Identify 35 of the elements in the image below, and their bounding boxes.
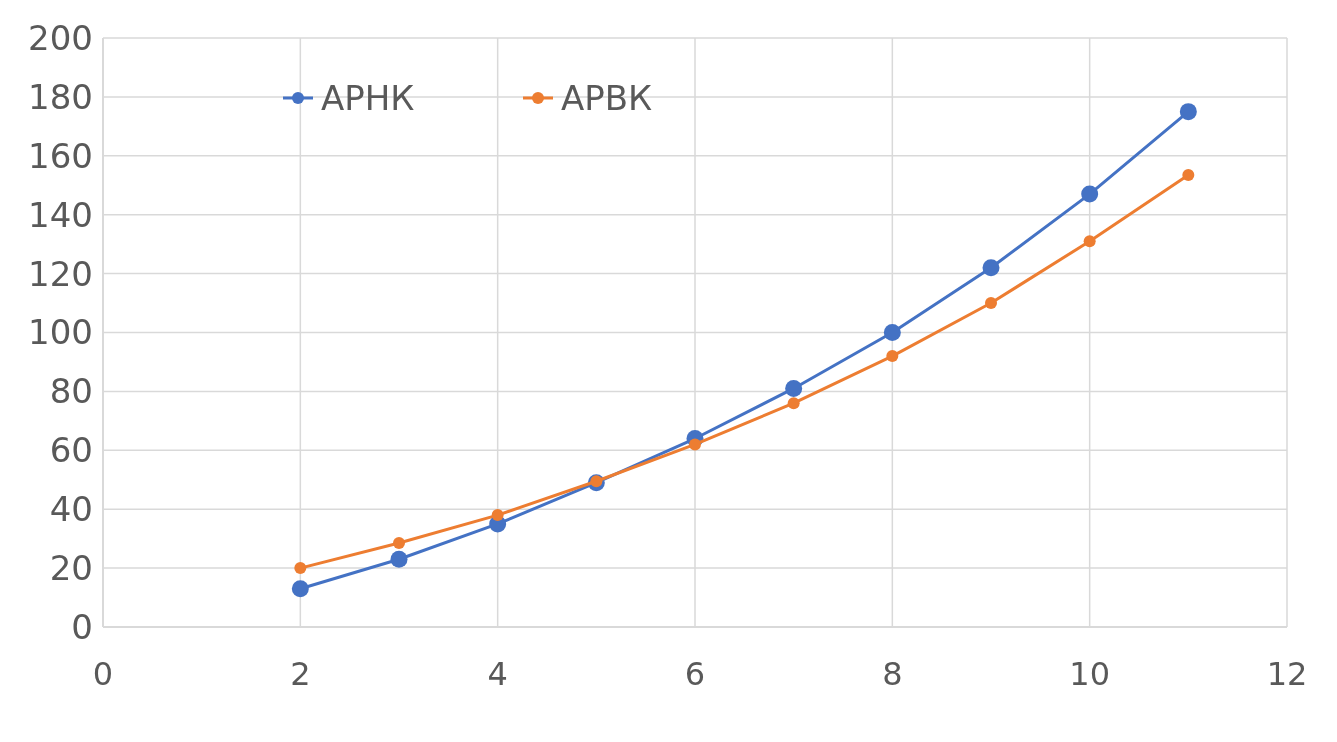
- point: [491, 509, 504, 522]
- x-tick-label: 4: [487, 655, 508, 693]
- point: [390, 550, 408, 568]
- point: [1182, 168, 1195, 181]
- x-tick-label: 12: [1266, 655, 1308, 693]
- point: [294, 562, 307, 575]
- y-tick-label: 160: [28, 135, 93, 176]
- y-tick-label: 20: [49, 548, 93, 588]
- legend-label: АРВК: [561, 77, 653, 118]
- y-tick-label: 180: [28, 76, 93, 117]
- point: [883, 324, 901, 341]
- y-tick-label: 0: [71, 606, 93, 647]
- x-tick-label: 6: [684, 655, 706, 693]
- y-tick-label: 200: [28, 17, 93, 58]
- y-tick-label: 140: [28, 194, 93, 235]
- point: [393, 537, 405, 550]
- point: [1179, 103, 1197, 121]
- y-tick-label: 60: [49, 430, 93, 471]
- y-tick-label: 120: [28, 253, 93, 294]
- y-tick-label: 40: [49, 489, 93, 530]
- x-tick-label: 8: [882, 655, 903, 693]
- point: [985, 297, 997, 310]
- point: [886, 350, 899, 363]
- point: [982, 259, 1000, 277]
- legend-label: АРНК: [321, 77, 415, 118]
- y-tick-label: 80: [49, 371, 93, 412]
- point: [785, 379, 803, 397]
- point: [787, 397, 800, 410]
- point: [291, 580, 309, 598]
- point: [1081, 185, 1099, 203]
- x-tick-label: 2: [290, 655, 311, 693]
- point: [1083, 235, 1096, 248]
- y-tick-label: 100: [28, 312, 93, 353]
- point: [689, 438, 701, 451]
- x-tick-label: 10: [1069, 655, 1111, 693]
